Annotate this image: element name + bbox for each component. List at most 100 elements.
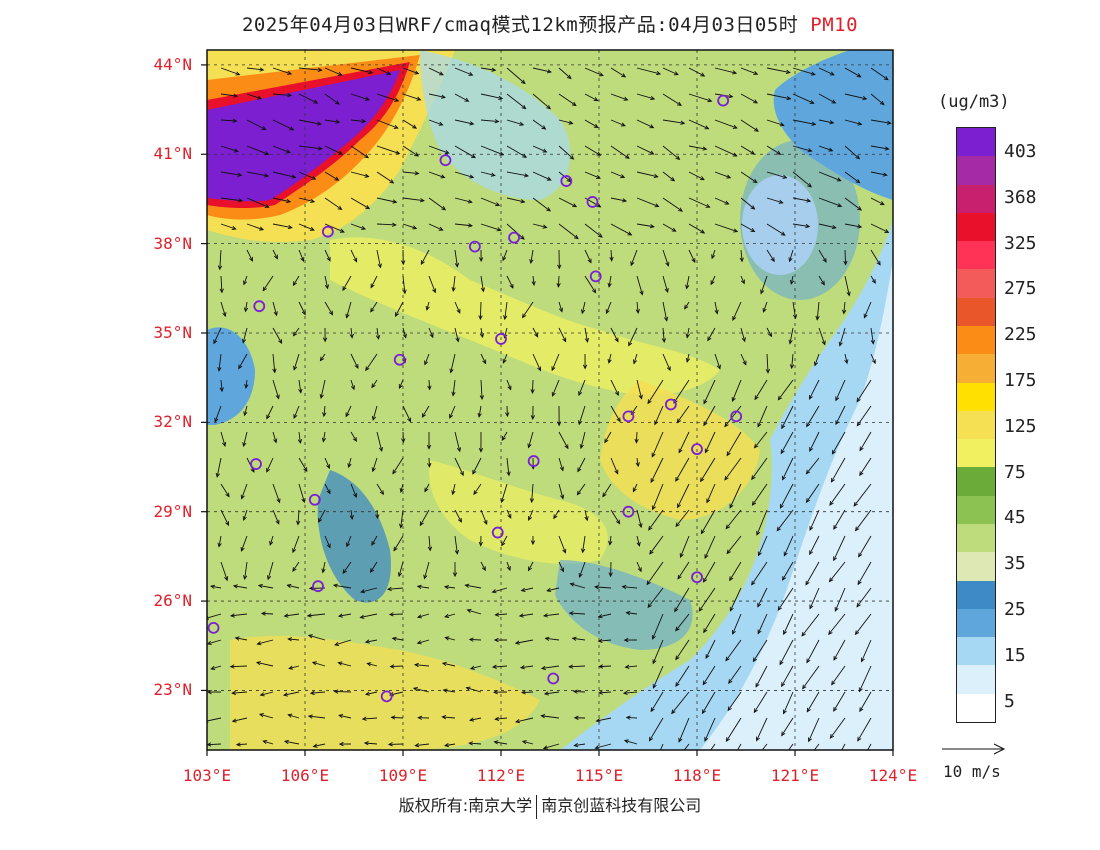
wind-arrow xyxy=(347,457,352,469)
color-bar-label: 225 xyxy=(1004,324,1037,346)
wind-arrow xyxy=(332,583,352,589)
wind-arrow xyxy=(806,639,820,664)
wind-arrow xyxy=(466,608,482,615)
wind-arrow xyxy=(582,353,588,370)
wind-arrow xyxy=(376,93,400,102)
wind-arrow xyxy=(553,509,560,520)
wind-arrow xyxy=(597,690,612,695)
wind-arrow xyxy=(480,509,488,526)
wind-arrow xyxy=(272,171,297,179)
wind-arrow xyxy=(783,613,794,636)
wind-arrow xyxy=(761,743,768,750)
wind-arrow xyxy=(740,197,756,210)
central-south-yellow xyxy=(429,460,608,564)
wind-arrow xyxy=(752,639,768,663)
wind-arrow xyxy=(242,561,248,581)
wind-arrow xyxy=(521,301,534,319)
color-bar-swatch xyxy=(957,269,995,298)
wind-arrow xyxy=(652,665,664,689)
wind-arrow xyxy=(246,145,270,156)
wind-arrow xyxy=(677,483,690,509)
wind-arrow xyxy=(376,431,383,452)
wind-arrow xyxy=(506,93,527,110)
wind-arrow xyxy=(623,739,638,745)
wind-arrow xyxy=(321,561,326,574)
wind-arrow xyxy=(272,327,283,345)
color-bar-label: 35 xyxy=(1004,553,1026,575)
wind-arrow xyxy=(322,327,328,343)
wind-arrow xyxy=(558,327,567,343)
wind-arrow xyxy=(371,379,378,389)
wind-arrow xyxy=(454,457,464,477)
wind-arrow xyxy=(740,327,746,343)
wind-arrow xyxy=(632,483,638,493)
wind-arrow xyxy=(359,613,378,619)
wind-arrow xyxy=(662,223,677,232)
wind-arrow xyxy=(528,561,534,572)
wind-arrow xyxy=(424,353,430,366)
wind-arrow xyxy=(838,327,846,347)
wind-arrow xyxy=(454,509,462,523)
reference-vector-icon xyxy=(942,743,1006,755)
wind-arrow xyxy=(293,353,300,371)
station-marker xyxy=(207,621,220,634)
wind-arrow xyxy=(338,713,352,719)
wind-arrow xyxy=(207,689,222,695)
wind-arrow xyxy=(685,327,690,339)
wind-arrow xyxy=(581,535,586,554)
wind-arrow xyxy=(494,716,508,722)
wind-arrow xyxy=(392,457,404,475)
wind-arrow xyxy=(402,171,420,176)
wind-arrow xyxy=(416,639,430,645)
wind-arrow xyxy=(256,639,274,646)
wind-arrow xyxy=(272,145,291,154)
wind-arrow xyxy=(676,405,690,424)
wind-arrow xyxy=(828,561,846,583)
station-marker xyxy=(308,493,321,506)
wind-arrow xyxy=(636,275,644,296)
wind-arrow xyxy=(532,93,551,110)
wind-arrow xyxy=(500,483,508,504)
station-marker xyxy=(312,580,324,593)
wind-arrow xyxy=(675,613,690,632)
wind-arrow xyxy=(506,171,530,178)
wind-arrow xyxy=(386,586,404,592)
wind-arrow xyxy=(558,483,565,500)
wind-arrow xyxy=(428,67,444,76)
wind-arrow xyxy=(350,171,370,178)
wind-arrow xyxy=(624,664,638,669)
wind-arrow xyxy=(636,535,641,547)
wind-arrow xyxy=(725,717,742,743)
wind-arrow xyxy=(605,301,612,315)
wind-arrow xyxy=(780,431,794,455)
wind-arrow xyxy=(387,742,404,747)
wind-arrow xyxy=(726,431,742,457)
wind-arrow xyxy=(366,662,378,667)
wind-arrow xyxy=(391,636,404,641)
wind-arrow xyxy=(870,275,876,284)
wind-arrow xyxy=(833,535,846,562)
wind-arrow xyxy=(757,535,768,557)
wind-arrow xyxy=(287,713,300,719)
color-bar-swatch xyxy=(957,693,995,722)
lat-label: 32°N xyxy=(153,412,192,432)
wind-arrow xyxy=(610,457,619,475)
wind-arrow xyxy=(232,584,248,589)
wind-arrow xyxy=(813,743,820,750)
wind-arrow xyxy=(243,301,249,313)
wind-arrow xyxy=(662,197,684,212)
wind-arrow xyxy=(671,691,690,715)
color-bar-swatch xyxy=(957,580,995,609)
wind-arrow xyxy=(621,584,638,590)
wind-arrow xyxy=(714,223,739,233)
wind-arrow xyxy=(428,93,447,99)
wind-arrow xyxy=(858,535,872,558)
wind-arrow xyxy=(449,405,456,419)
wind-arrow xyxy=(319,353,326,362)
wind-arrow xyxy=(757,405,768,428)
wind-arrow xyxy=(818,119,835,125)
lon-label: 118°E xyxy=(672,766,722,785)
wind-arrow xyxy=(454,197,473,204)
wind-arrow xyxy=(502,353,508,364)
wind-arrow xyxy=(818,67,835,76)
